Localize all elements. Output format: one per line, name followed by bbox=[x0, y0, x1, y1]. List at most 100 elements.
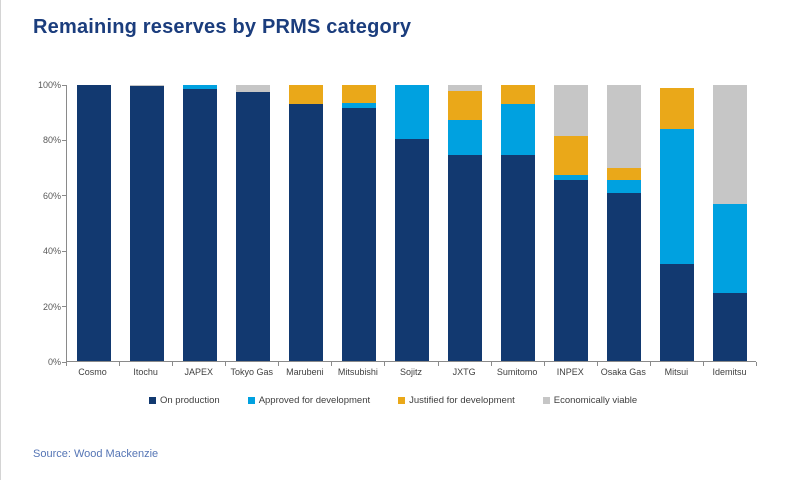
segment-on-production bbox=[447, 155, 482, 361]
y-tick-mark bbox=[62, 306, 66, 308]
segment-justified-for-development bbox=[659, 87, 694, 130]
bar-tokyo-gas bbox=[235, 85, 270, 361]
segment-on-production bbox=[553, 180, 588, 361]
y-tick-label: 80% bbox=[42, 135, 61, 146]
x-tick-mark bbox=[543, 362, 545, 366]
bar-marubeni bbox=[288, 85, 323, 361]
segment-on-production bbox=[606, 192, 641, 361]
plot-area bbox=[66, 85, 756, 362]
x-tick-mark bbox=[278, 362, 280, 366]
bar-slot-sumitomo bbox=[491, 85, 544, 361]
legend-swatch-approved-for-development bbox=[247, 397, 255, 404]
legend-item-economically-viable: Economically viable bbox=[542, 395, 638, 406]
y-tick-label: 100% bbox=[37, 80, 61, 90]
x-tick-mark bbox=[649, 362, 651, 366]
segment-approved-for-development bbox=[500, 104, 535, 156]
bar-osaka-gas bbox=[606, 85, 641, 361]
x-label-itochu: Itochu bbox=[133, 367, 158, 377]
segment-on-production bbox=[500, 155, 535, 361]
bar-mitsui bbox=[659, 85, 694, 361]
bar-idemitsu bbox=[712, 85, 747, 361]
segment-economically-viable bbox=[712, 85, 747, 204]
x-axis-labels: Cosmo Itochu JAPEX Tokyo Gas Marubeni Mitsubi… bbox=[66, 367, 756, 377]
segment-economically-viable bbox=[447, 85, 482, 91]
x-tick-mark bbox=[384, 362, 386, 366]
segment-on-production bbox=[76, 85, 111, 361]
bar-slot-jxtg bbox=[438, 85, 491, 361]
source-note: Source: Wood Mackenzie bbox=[33, 448, 159, 460]
bar-inpex bbox=[553, 85, 588, 361]
legend-label-justified-for-development: Justified for development bbox=[409, 395, 515, 406]
segment-approved-for-development bbox=[341, 102, 376, 109]
legend-swatch-economically-viable bbox=[542, 397, 550, 404]
x-label-mitsubishi: Mitsubishi bbox=[337, 367, 378, 377]
bar-slot-mitsui bbox=[650, 85, 703, 361]
segment-on-production bbox=[394, 138, 429, 361]
x-tick-mark bbox=[490, 362, 492, 366]
y-tick-mark bbox=[62, 84, 66, 86]
segment-on-production bbox=[659, 264, 694, 361]
x-label-sojitz: Sojitz bbox=[400, 367, 423, 377]
segment-on-production bbox=[235, 91, 270, 361]
x-tick-mark bbox=[225, 362, 227, 366]
bar-cosmo bbox=[76, 85, 111, 361]
x-tick-mark bbox=[756, 362, 757, 366]
segment-approved-for-development bbox=[659, 129, 694, 265]
x-tick-mark bbox=[172, 362, 174, 366]
segment-approved-for-development bbox=[394, 85, 429, 139]
segment-on-production bbox=[129, 86, 164, 361]
bar-slot-sojitz bbox=[385, 85, 438, 361]
legend-label-approved-for-development: Approved for development bbox=[258, 395, 371, 406]
bar-slot-cosmo bbox=[67, 85, 120, 361]
x-label-mitsui: Mitsui bbox=[664, 367, 689, 377]
legend-label-economically-viable: Economically viable bbox=[553, 395, 638, 406]
y-tick-mark bbox=[62, 250, 66, 252]
legend-item-justified-for-development: Justified for development bbox=[398, 395, 515, 406]
bar-slot-japex bbox=[173, 85, 226, 361]
legend-swatch-on-production bbox=[149, 397, 156, 404]
x-label-marubeni: Marubeni bbox=[286, 367, 324, 377]
bar-slot-inpex bbox=[544, 85, 597, 361]
chart-legend: On production Approved for development Jus… bbox=[149, 395, 637, 406]
segment-justified-for-development bbox=[288, 85, 323, 105]
y-tick-label: 40% bbox=[42, 246, 61, 257]
segment-economically-viable bbox=[235, 85, 270, 92]
segment-justified-for-development bbox=[341, 85, 376, 103]
bar-sojitz bbox=[394, 85, 429, 361]
bars-container bbox=[67, 85, 756, 361]
bar-slot-idemitsu bbox=[703, 85, 756, 361]
y-tick-label: 60% bbox=[42, 190, 61, 201]
x-tick-mark bbox=[119, 362, 121, 366]
x-label-cosmo: Cosmo bbox=[78, 367, 107, 377]
x-tick-mark bbox=[596, 362, 598, 366]
segment-on-production bbox=[182, 89, 217, 361]
x-tick-mark bbox=[66, 362, 67, 366]
x-label-jxtg: JXTG bbox=[452, 367, 476, 377]
segment-on-production bbox=[288, 104, 323, 361]
bar-slot-tokyo-gas bbox=[226, 85, 279, 361]
y-tick-label: 20% bbox=[42, 301, 61, 312]
y-tick-mark bbox=[62, 195, 66, 197]
segment-justified-for-development bbox=[606, 167, 641, 181]
bar-slot-mitsubishi bbox=[332, 85, 385, 361]
bar-jxtg bbox=[447, 85, 482, 361]
segment-justified-for-development bbox=[553, 136, 588, 175]
segment-approved-for-development bbox=[553, 174, 588, 181]
chart-title: Remaining reserves by PRMS category bbox=[33, 16, 412, 38]
x-label-idemitsu: Idemitsu bbox=[712, 367, 747, 377]
segment-approved-for-development bbox=[712, 203, 747, 294]
segment-approved-for-development bbox=[447, 119, 482, 156]
legend-item-on-production: On production bbox=[149, 395, 220, 406]
bar-slot-osaka-gas bbox=[597, 85, 650, 361]
x-tick-mark bbox=[702, 362, 704, 366]
bar-itochu bbox=[129, 85, 164, 361]
x-label-japex: JAPEX bbox=[184, 367, 213, 377]
x-label-tokyo-gas: Tokyo Gas bbox=[230, 367, 274, 377]
x-tick-mark bbox=[331, 362, 333, 366]
x-label-osaka-gas: Osaka Gas bbox=[600, 367, 646, 377]
segment-approved-for-development bbox=[182, 85, 217, 90]
bar-mitsubishi bbox=[341, 85, 376, 361]
x-label-inpex: INPEX bbox=[556, 367, 584, 377]
segment-on-production bbox=[712, 293, 747, 361]
segment-economically-viable bbox=[129, 85, 164, 87]
